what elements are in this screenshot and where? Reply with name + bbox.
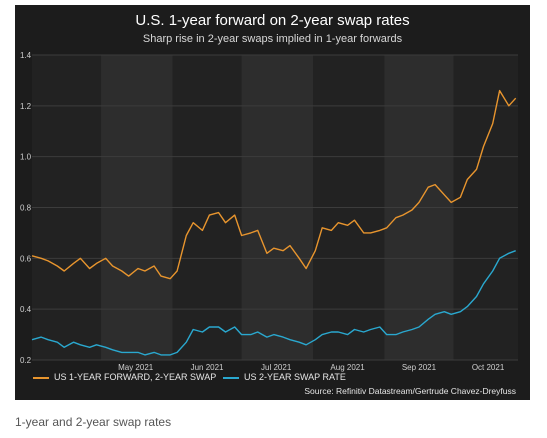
y-tick-label: 0.8 (20, 204, 32, 213)
x-tick-label: May 2021 (118, 363, 154, 372)
legend-swatch-spot (223, 376, 239, 379)
chart-figure: U.S. 1-year forward on 2-year swap rates… (15, 5, 530, 400)
chart-source: Source: Refinitiv Datastream/Gertrude Ch… (304, 386, 516, 396)
legend-swatch-forward (33, 376, 49, 379)
y-tick-label: 0.2 (20, 356, 32, 365)
series-line-0 (31, 89, 517, 280)
chart-subtitle: Sharp rise in 2-year swaps implied in 1-… (142, 33, 403, 45)
y-tick-label: 1.0 (20, 153, 32, 162)
plot-area: 0.2 0.4 0.6 0.8 1.0 1.2 1.4 May 2021 Jun 2021 Jul… (20, 51, 518, 372)
y-tick-label: 0.4 (20, 305, 32, 314)
x-tick-label: Jun 2021 (191, 363, 224, 372)
y-tick-label: 0.6 (20, 254, 32, 263)
x-tick-label: Sep 2021 (402, 363, 437, 372)
y-tick-label: 1.4 (20, 51, 32, 60)
legend-label-forward: US 1-YEAR FORWARD, 2-YEAR SWAP (54, 372, 217, 382)
y-tick-label: 1.2 (20, 102, 32, 111)
legend-item-spot: US 2-YEAR SWAP RATE (223, 372, 346, 382)
series-line-1 (31, 250, 516, 356)
legend-label-spot: US 2-YEAR SWAP RATE (244, 372, 346, 382)
legend-item-forward: US 1-YEAR FORWARD, 2-YEAR SWAP (33, 372, 216, 382)
x-tick-label: Jul 2021 (261, 363, 292, 372)
x-tick-label: Aug 2021 (330, 363, 365, 372)
chart-title: U.S. 1-year forward on 2-year swap rates (135, 12, 410, 29)
x-tick-label: Oct 2021 (472, 363, 505, 372)
figure-caption: 1-year and 2-year swap rates (15, 415, 172, 429)
